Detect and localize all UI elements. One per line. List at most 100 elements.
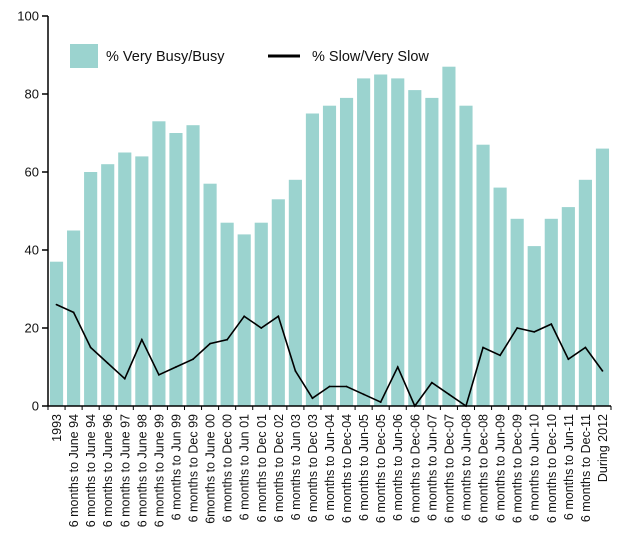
- line-layer: [55, 303, 604, 408]
- x-tick-label-12: 6 months to Jun 01: [238, 414, 252, 520]
- line-point-24: [448, 393, 450, 396]
- y-tick-label-100: 100: [17, 9, 39, 24]
- line-point-20: [379, 401, 382, 403]
- bars-layer: [49, 66, 610, 407]
- bar-18: [339, 97, 354, 407]
- bar-21: [391, 78, 405, 407]
- bar-30: [544, 218, 558, 406]
- x-tick-label-33: During 2012: [596, 414, 610, 482]
- x-tick-label-14: 6 months to Dec 02: [272, 414, 286, 522]
- x-tick-label-22: 6 months to Dec-06: [408, 414, 422, 523]
- line-point-33: [601, 370, 604, 372]
- legend-swatch-busy: [70, 44, 98, 68]
- x-tick-label-23: 6 months to Jun-07: [425, 414, 439, 521]
- x-tick-label-32: 6 months to Dec-11: [579, 414, 593, 522]
- bar-26: [476, 144, 490, 406]
- line-point-19: [362, 393, 365, 396]
- bar-10: [203, 183, 217, 406]
- x-tick-label-18: 6 months to Dec-04: [340, 414, 354, 523]
- x-tick-label-3: 6 months to June 94: [84, 414, 98, 527]
- x-tick-label-11: 6 months to Dec 00: [221, 414, 235, 522]
- legend-label-busy: % Very Busy/Busy: [106, 49, 225, 65]
- y-tick-label-20: 20: [25, 321, 39, 336]
- bar-2: [67, 230, 81, 406]
- bar-19: [357, 78, 371, 407]
- x-tick-label-1: 1993: [50, 414, 64, 442]
- x-tick-label-5: 6 months to June 97: [118, 414, 132, 527]
- x-tick-label-19: 6 months to Jun-05: [357, 414, 371, 521]
- line-point-27: [499, 354, 502, 357]
- line-point-29: [533, 331, 536, 333]
- line-point-28: [516, 327, 519, 329]
- x-tick-label-15: 6 months to Jun 03: [289, 414, 303, 520]
- bar-33: [595, 148, 610, 406]
- x-tick-label-31: 6 months to Jun-11: [562, 414, 576, 520]
- bar-13: [254, 222, 268, 406]
- line-point-32: [584, 346, 587, 349]
- line-point-17: [328, 385, 331, 388]
- line-point-30: [550, 323, 553, 325]
- x-tick-label-8: 6 months to Jun 99: [169, 414, 183, 520]
- x-tick-label-27: 6 months to Jun-09: [494, 414, 508, 521]
- x-tick-label-30: 6 months to Dec-10: [545, 414, 559, 523]
- line-point-8: [175, 366, 177, 368]
- legend: % Very Busy/Busy % Slow/Very Slow: [70, 44, 429, 68]
- line-point-4: [106, 362, 109, 364]
- x-tick-label-21: 6 months to Jun-06: [391, 414, 405, 521]
- bar-14: [271, 199, 285, 406]
- x-tick-label-7: 6 months to June 99: [152, 414, 166, 527]
- line-point-14: [277, 315, 280, 318]
- bar-6: [135, 156, 149, 406]
- bar-16: [305, 113, 320, 406]
- bar-31: [561, 207, 575, 406]
- y-tick-label-80: 80: [25, 87, 39, 102]
- bar-15: [288, 179, 302, 406]
- line-point-13: [260, 327, 263, 329]
- bar-9: [186, 125, 200, 406]
- y-tick-label-40: 40: [25, 243, 39, 258]
- line-point-1: [55, 303, 58, 306]
- line-point-26: [482, 346, 484, 349]
- x-tick-label-17: 6 months to Jun-04: [323, 414, 337, 521]
- bar-23: [425, 97, 439, 407]
- bar-17: [322, 105, 337, 406]
- bar-20: [374, 74, 388, 406]
- line-point-31: [567, 358, 570, 361]
- x-tick-label-10: 6months to June 00: [204, 414, 218, 524]
- line-point-7: [157, 373, 160, 376]
- line-point-16: [311, 397, 314, 400]
- line-point-23: [430, 381, 433, 384]
- line-point-5: [123, 377, 126, 380]
- line-point-6: [140, 338, 143, 341]
- line-point-11: [226, 338, 229, 341]
- y-tick-label-0: 0: [32, 399, 39, 414]
- bar-22: [408, 90, 422, 406]
- line-point-10: [209, 342, 211, 345]
- bar-25: [459, 105, 473, 406]
- line-point-25: [465, 405, 467, 407]
- line-point-21: [396, 366, 399, 368]
- x-tick-label-16: 6 months to Dec 03: [306, 414, 320, 522]
- bar-27: [493, 187, 507, 406]
- x-tick-label-29: 6 months to Jun-10: [528, 414, 542, 521]
- bar-29: [527, 246, 541, 406]
- x-tick-label-4: 6 months to June 96: [101, 414, 115, 527]
- x-tick-label-24: 6 months to Dec-07: [442, 414, 456, 523]
- line-point-9: [192, 358, 194, 361]
- bar-11: [220, 222, 234, 406]
- x-tick-label-13: 6 months to Dec 01: [255, 414, 269, 522]
- x-tick-label-20: 6 months to Dec-05: [374, 414, 388, 523]
- x-tick-label-2: 6 months to June 94: [67, 414, 81, 527]
- bar-28: [510, 218, 524, 406]
- bar-32: [578, 179, 592, 406]
- x-tick-label-9: 6 months to Dec 99: [187, 414, 201, 522]
- x-tick-label-26: 6 months to Dec-08: [477, 414, 491, 523]
- legend-label-slow: % Slow/Very Slow: [312, 49, 429, 65]
- line-point-15: [294, 370, 297, 372]
- line-point-12: [243, 315, 246, 318]
- x-tick-label-25: 6 months to Jun-08: [459, 414, 473, 521]
- line-point-18: [345, 385, 348, 388]
- line-point-2: [72, 311, 75, 314]
